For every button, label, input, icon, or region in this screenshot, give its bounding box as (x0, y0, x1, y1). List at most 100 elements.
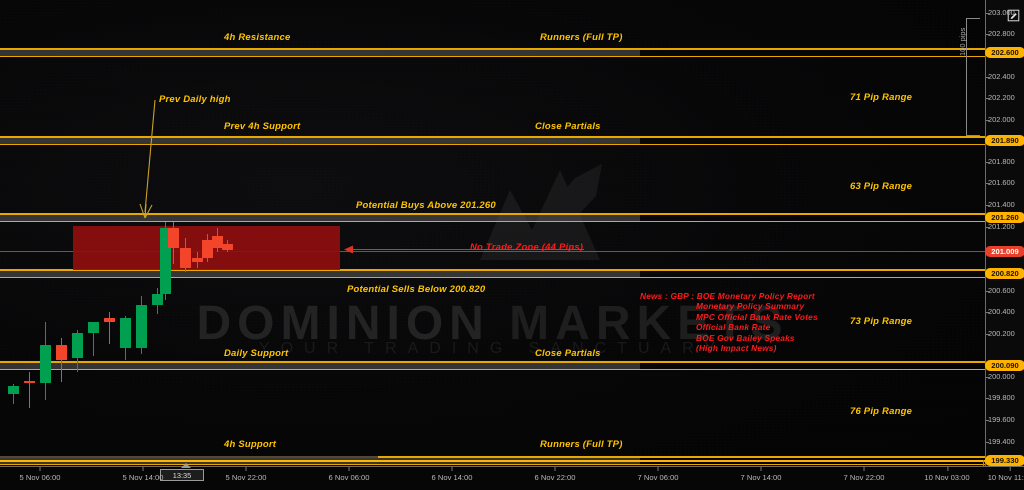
band-line-top (0, 456, 985, 458)
time-tick: 6 Nov 06:00 (328, 467, 370, 482)
annotation-runners-bottom: Runners (Full TP) (540, 439, 623, 450)
chart-plot-area[interactable]: DOMINION MARKETS YOUR TRADING SANCTUARY (0, 0, 985, 466)
band-line-bottom (0, 368, 985, 371)
price-tick: 201.200 (986, 222, 1015, 231)
pip-measure-bracket (966, 18, 980, 136)
price-tick: 200.600 (986, 286, 1015, 295)
news-line-2: Monetary Policy Summary (696, 301, 805, 312)
candle-body (56, 345, 67, 360)
candle-body (152, 294, 163, 305)
candle-body (160, 228, 171, 294)
crosshair-time-label: 13:35 (160, 469, 204, 481)
candle-body (8, 386, 19, 394)
candle-wick (28, 372, 31, 408)
price-tick: 200.200 (986, 329, 1015, 338)
time-tick: 6 Nov 22:00 (534, 467, 576, 482)
candle-body (212, 236, 223, 248)
candle-body (192, 258, 203, 262)
candle-wick (60, 338, 63, 382)
price-tag-gold[interactable]: 200.090 (985, 360, 1024, 371)
annotation-close-partials-bottom: Close Partials (535, 348, 601, 359)
candle-body (136, 305, 147, 348)
price-tick: 202.000 (986, 115, 1015, 124)
annotation-prev-4h-support: Prev 4h Support (224, 121, 301, 132)
annotation-runners-top: Runners (Full TP) (540, 32, 623, 43)
current-price-line (0, 251, 985, 252)
annotation-pip-range-63: 63 Pip Range (850, 181, 913, 192)
annotation-4h-support: 4h Support (224, 439, 277, 450)
candle-body (72, 333, 83, 358)
candle-body (40, 345, 51, 383)
time-tick: 7 Nov 22:00 (843, 467, 885, 482)
price-tag-gold[interactable]: 201.260 (985, 212, 1024, 223)
candle-body (104, 318, 115, 322)
price-tag-gold[interactable]: 201.890 (985, 135, 1024, 146)
news-line-3: MPC Official Bank Rate Votes (696, 311, 818, 322)
time-tick: 5 Nov 14:00 (122, 467, 164, 482)
current-price-horizontal-line (0, 460, 985, 462)
annotation-close-partials-top: Close Partials (535, 121, 601, 132)
time-tick: 7 Nov 06:00 (637, 467, 679, 482)
price-tick: 199.600 (986, 415, 1015, 424)
band-line-top (0, 269, 985, 271)
time-tick: 7 Nov 14:00 (740, 467, 782, 482)
annotation-prev-daily-high: Prev Daily high (159, 94, 231, 105)
price-tick: 201.800 (986, 157, 1015, 166)
band-line-top (0, 361, 985, 363)
annotation-pip-range-73: 73 Pip Range (850, 316, 913, 327)
candle-body (202, 240, 213, 258)
band-line-top (0, 136, 985, 138)
crosshair-notch (181, 463, 191, 468)
pip-measure-label: 100 pips (958, 27, 967, 56)
candle-body (88, 322, 99, 333)
price-tag-gold[interactable]: 200.820 (985, 268, 1024, 279)
band-line-bottom (0, 55, 985, 58)
candle-body (168, 228, 179, 248)
band-line-top (0, 48, 985, 50)
band-line-bottom (0, 463, 985, 466)
annotation-daily-support: Daily Support (224, 348, 289, 359)
news-line-1: News : GBP : BOE Monetary Policy Report (640, 291, 815, 301)
candle-body (222, 244, 233, 250)
edit-note-icon[interactable] (1007, 9, 1020, 22)
band-line-bottom (0, 220, 985, 223)
candle-body (120, 318, 131, 348)
annotation-no-trade-zone: No Trade Zone (44 Pips) (470, 242, 584, 253)
news-line-4: Official Bank Rate (696, 322, 771, 333)
band-line-bottom (0, 143, 985, 146)
news-block: News : GBP : BOE Monetary Policy Report … (640, 291, 818, 353)
candle-wick (108, 312, 111, 344)
candle-body (180, 248, 191, 268)
candle-wick (12, 384, 15, 404)
annotation-potential-buys: Potential Buys Above 201.260 (356, 200, 496, 211)
price-axis[interactable]: 203.000 202.800 202.400 202.200 202.000 201.8… (985, 0, 1024, 466)
price-tag-red[interactable]: 201.009 (985, 246, 1024, 257)
price-tag-gold[interactable]: 202.600 (985, 47, 1024, 58)
band-line-bottom (0, 276, 985, 279)
band-glow (0, 48, 640, 57)
candlestick-series (8, 222, 233, 408)
price-tick: 202.800 (986, 29, 1015, 38)
time-tick: 10 Nov 11:00 (988, 467, 1024, 482)
news-line-5: BOE Gov Bailey Speaks (696, 332, 795, 343)
band-glow (0, 269, 640, 278)
price-tick: 203.000 (986, 8, 1015, 17)
price-tick: 202.200 (986, 93, 1015, 102)
news-line-6: (High Impact News) (696, 343, 777, 354)
band-glow (0, 213, 640, 222)
time-tick: 6 Nov 14:00 (431, 467, 473, 482)
annotation-4h-resistance: 4h Resistance (224, 32, 291, 43)
price-tick: 201.600 (986, 178, 1015, 187)
price-tag-gold[interactable]: 199.330 (985, 455, 1024, 466)
time-axis[interactable]: 13:35 5 Nov 06:00 5 Nov 14:00 5 Nov 22:00 6… (0, 463, 1024, 490)
time-tick: 5 Nov 22:00 (225, 467, 267, 482)
no-trade-zone-arrow (344, 245, 584, 254)
time-tick: 5 Nov 06:00 (19, 467, 61, 482)
price-tick: 200.400 (986, 307, 1015, 316)
band-glow (0, 361, 640, 370)
price-tick: 199.800 (986, 393, 1015, 402)
price-tick: 201.400 (986, 200, 1015, 209)
prev-daily-high-leader-arrow (139, 99, 156, 219)
candle-body (24, 381, 35, 383)
